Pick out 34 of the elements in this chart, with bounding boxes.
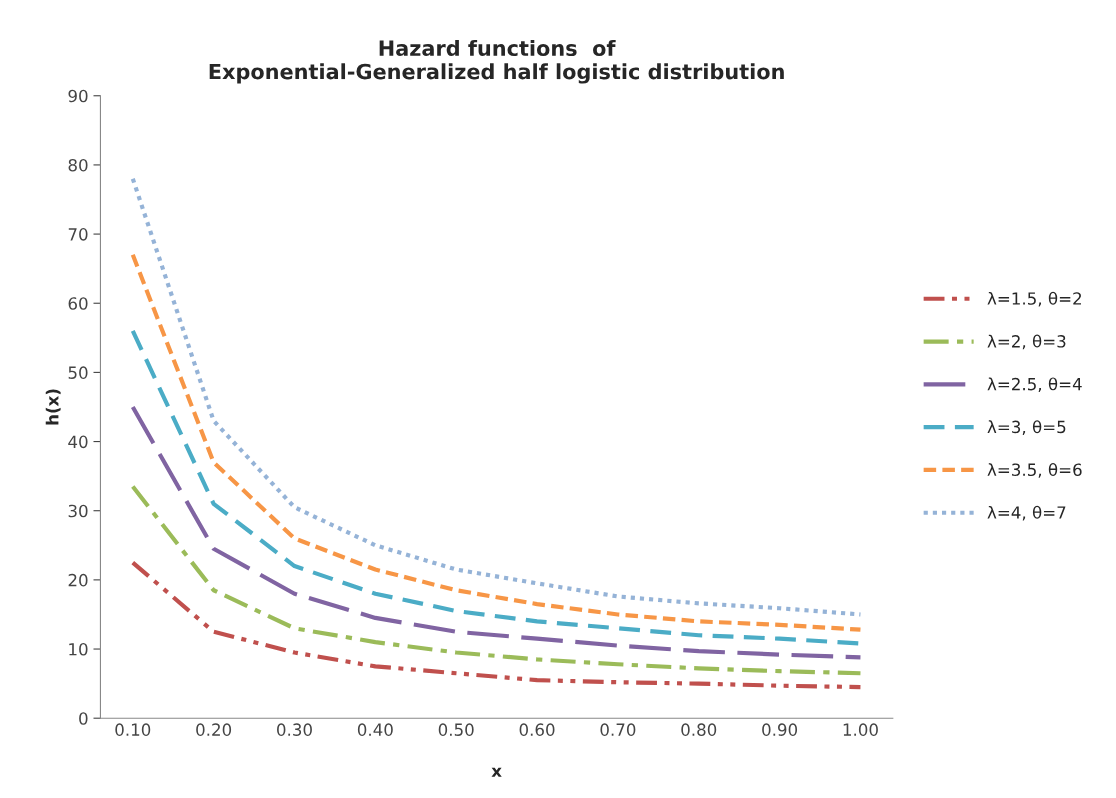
x-tick-label: 0.50 — [438, 723, 474, 736]
legend-label: λ=3, θ=5 — [987, 420, 1066, 435]
x-tick-label: 0.90 — [762, 723, 798, 736]
legend-label: λ=2.5, θ=4 — [987, 377, 1082, 393]
line-series — [130, 252, 863, 632]
chart-title: Hazard functions of Exponential-Generalized half logistic distribution — [209, 39, 784, 84]
x-axis-title: x — [491, 767, 502, 777]
x-tick-label: 0.10 — [115, 723, 151, 736]
y-tick-label: 60 — [68, 297, 88, 310]
x-tick-label: 0.20 — [196, 723, 232, 736]
x-tick-label: 1.00 — [843, 723, 878, 736]
y-axis-title: h(x) — [45, 389, 61, 425]
line-series — [130, 404, 863, 660]
y-tick-label: 20 — [68, 573, 88, 587]
line-series — [130, 484, 863, 676]
legend-label: λ=2, θ=3 — [987, 334, 1066, 350]
legend-label: λ=1.5, θ=2 — [987, 291, 1082, 307]
legend-label: λ=4, θ=7 — [987, 505, 1066, 521]
y-tick-label: 80 — [68, 158, 88, 172]
x-tick-label: 0.80 — [681, 723, 717, 736]
line-series — [130, 176, 863, 617]
y-tick-label: 70 — [68, 228, 88, 241]
line-series — [130, 560, 863, 690]
y-tick-label: 90 — [68, 89, 88, 103]
x-tick-label: 0.60 — [519, 723, 555, 736]
y-tick-label: 30 — [68, 504, 88, 518]
legend-label: λ=3.5, θ=6 — [987, 462, 1082, 478]
x-tick-label: 0.30 — [277, 723, 312, 736]
y-tick-label: 10 — [69, 643, 88, 656]
y-tick-label: 50 — [68, 366, 88, 379]
x-tick-label: 0.70 — [600, 723, 636, 736]
y-tick-label: 40 — [68, 435, 88, 449]
x-tick-label: 0.40 — [357, 723, 393, 736]
y-tick-label: 0 — [79, 712, 88, 725]
